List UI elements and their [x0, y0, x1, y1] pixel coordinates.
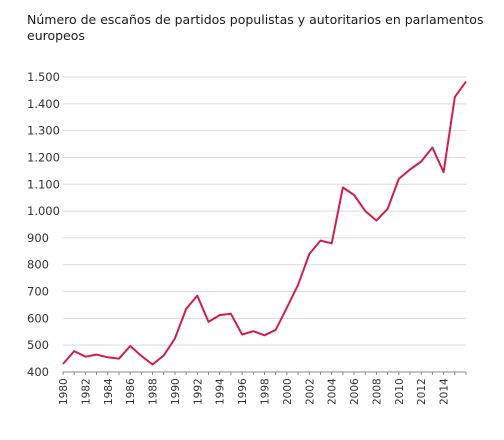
x-tick-label: 1980 — [58, 378, 70, 405]
chart-title: Número de escaños de partidos populistas… — [27, 12, 484, 43]
x-tick-label: 1984 — [103, 378, 115, 405]
y-tick-label: 600 — [27, 311, 49, 325]
y-tick-label: 500 — [27, 338, 49, 352]
x-axis: 1980 1982 1984 1986 1988 1990 1992 1994 1996 1998… — [58, 372, 467, 405]
y-tick-label: 800 — [27, 258, 49, 272]
x-tick-label: 1996 — [237, 378, 249, 405]
y-tick-label: 900 — [27, 231, 49, 245]
grid-lines — [63, 76, 466, 373]
series-lines — [62, 81, 467, 366]
x-tick-label: 1992 — [192, 378, 204, 405]
x-tick-label: 2010 — [394, 378, 406, 405]
x-tick-label: 2002 — [304, 378, 316, 405]
y-tick-label: 1.000 — [27, 204, 60, 218]
x-tick-label: 2008 — [371, 378, 383, 405]
x-tick-label: 2000 — [282, 378, 294, 405]
y-tick-label: 1.400 — [27, 97, 60, 111]
y-tick-label: 700 — [27, 285, 49, 299]
x-tick-label: 1994 — [215, 378, 227, 405]
series-line — [62, 81, 467, 366]
x-tick-label: 2012 — [416, 378, 428, 405]
x-tick-label: 1982 — [80, 378, 92, 405]
y-tick-label: 1.100 — [27, 177, 60, 191]
y-axis: 400 500 600 700 800 900 1.000 1.100 1.200 1.300 1.… — [27, 70, 60, 379]
y-tick-label: 1.300 — [27, 124, 60, 138]
x-tick-label: 2004 — [327, 378, 339, 405]
y-tick-label: 400 — [27, 365, 49, 379]
x-tick-label: 1998 — [260, 378, 272, 405]
y-tick-label: 1.200 — [27, 150, 60, 164]
x-tick-label: 2014 — [439, 378, 451, 405]
x-tick-label: 1990 — [170, 378, 182, 405]
x-tick-label: 1988 — [148, 378, 160, 405]
x-tick-label: 1986 — [125, 378, 137, 405]
x-tick-label: 2006 — [349, 378, 361, 405]
y-tick-label: 1.500 — [27, 70, 60, 84]
